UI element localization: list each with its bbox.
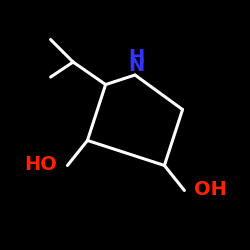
Text: H: H <box>128 48 144 67</box>
Text: OH: OH <box>194 180 227 199</box>
Text: HO: HO <box>24 155 58 174</box>
Text: N: N <box>128 56 144 75</box>
